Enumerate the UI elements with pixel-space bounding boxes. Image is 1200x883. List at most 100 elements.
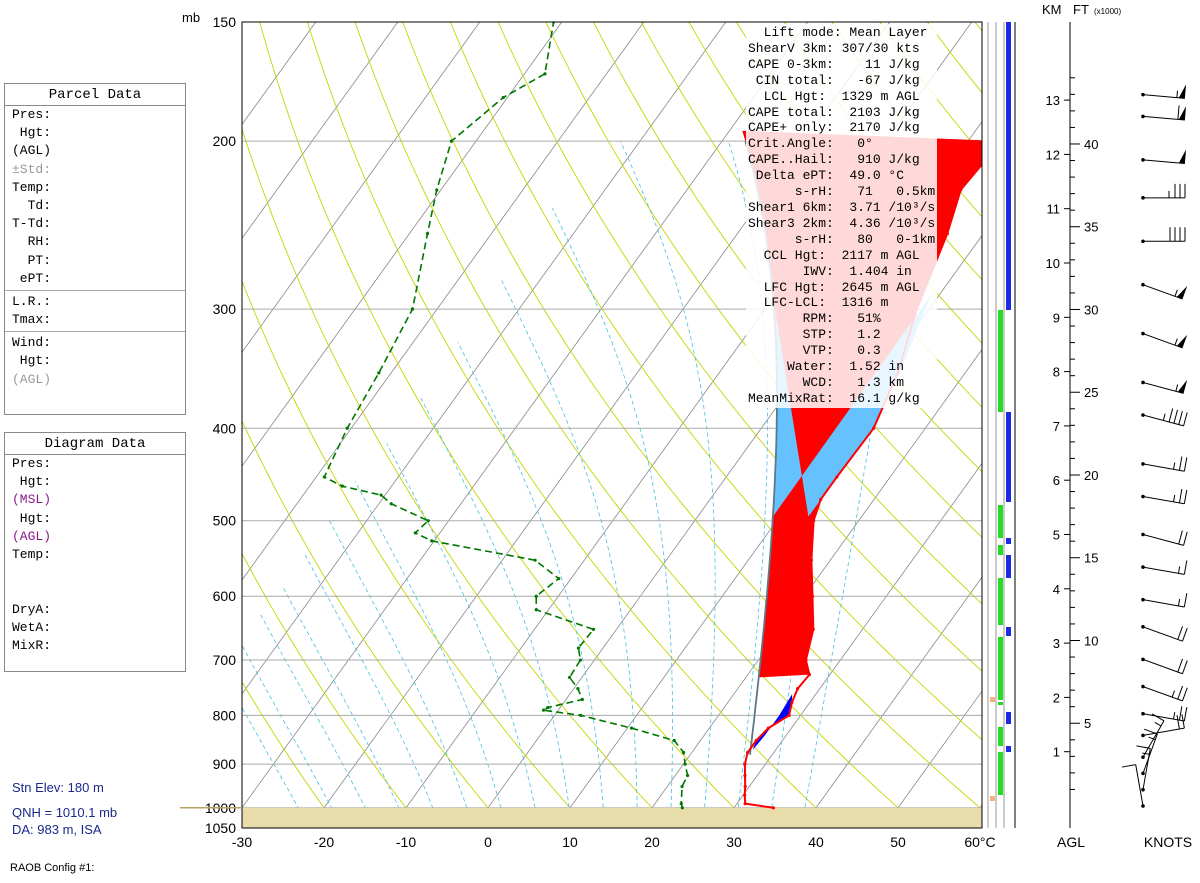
cin-area	[752, 694, 793, 751]
temperature-tick-label: 0	[484, 834, 492, 850]
ft-unit-label: (x1000)	[1094, 7, 1121, 16]
index-row: ShearV 3km: 307/30 kts	[748, 40, 920, 56]
index-row: Delta ePT: 49.0 °C	[748, 168, 905, 184]
panel-row: Tmax:	[12, 312, 52, 328]
moist-adiabat	[354, 481, 507, 828]
moist-adiabat	[303, 552, 441, 828]
temperature-point	[959, 188, 963, 192]
stability-indices: Lift mode: Mean Layer ShearV 3km: 307/30 …	[746, 24, 938, 408]
moist-adiabat	[259, 612, 376, 828]
ground-band	[242, 807, 982, 828]
strip-green-segment	[998, 310, 1003, 412]
wind-barb-halfflag	[1173, 462, 1176, 470]
strip-green-segment	[998, 505, 1003, 538]
temperature-point	[796, 687, 800, 691]
isotherm	[883, 690, 982, 828]
isotherm	[242, 22, 809, 809]
plot-frame	[241, 21, 983, 829]
temperature-tick-label: 10	[562, 834, 578, 850]
dewpoint-point	[340, 484, 344, 488]
wind-barb-shaft	[1142, 333, 1183, 349]
strip-blue-segment	[1006, 555, 1011, 578]
wind-barb-shaft	[1142, 94, 1185, 99]
panel-row: Hgt:	[12, 125, 52, 141]
index-row: CAPE..Hail: 910 J/kg	[748, 152, 920, 168]
wind-barb-flag	[1177, 685, 1184, 700]
temperature-point	[804, 658, 808, 662]
dewpoint-point	[377, 371, 381, 375]
wind-barb-flag	[1183, 489, 1188, 504]
panel-row: Temp:	[12, 546, 52, 562]
wind-barb-flag	[1181, 627, 1188, 642]
moist-adiabat	[620, 141, 716, 828]
dewpoint-point	[534, 594, 538, 598]
temperature-tick-label: -10	[396, 834, 416, 850]
isotherm	[965, 804, 982, 828]
wind-barb-flag	[1178, 456, 1183, 471]
wind-barb-shaft	[1142, 381, 1184, 394]
wind-barb-pennant	[1176, 285, 1188, 300]
temperature-point	[743, 762, 747, 766]
panel-row: T-Td:	[12, 216, 52, 232]
temperature-point	[983, 160, 986, 163]
index-row: RPM: 51%	[748, 311, 881, 327]
dewpoint-point	[425, 231, 430, 236]
divider	[5, 331, 185, 333]
temperature-point	[835, 475, 839, 479]
panel-row: (MSL)	[12, 492, 52, 508]
strip-marker	[990, 796, 995, 801]
index-row: Lift mode: Mean Layer	[748, 25, 928, 40]
wind-barb-halfflag	[1174, 289, 1178, 297]
panel-row: Pres:	[12, 456, 52, 471]
strip-blue-segment	[1006, 746, 1011, 752]
ft-tick-label: 40	[1084, 137, 1098, 152]
wind-barb-shaft	[1142, 720, 1165, 758]
dewpoint-point	[576, 687, 580, 691]
temperature-point	[787, 713, 791, 717]
dewpoint-point	[591, 627, 596, 631]
dewpoint-point	[557, 576, 561, 581]
index-row: s-rH: 80 0-1km	[748, 231, 936, 247]
wind-barb-flag	[1168, 408, 1174, 423]
pressure-tick-label: 700	[213, 652, 237, 668]
wind-barb-shaft	[1142, 566, 1185, 575]
temperature-point	[807, 672, 812, 677]
km-tick-label: 5	[1053, 528, 1060, 543]
wind-barb-pennant	[1177, 379, 1188, 394]
wind-barb-pennant	[1178, 149, 1187, 164]
wind-barb-halfflag	[1148, 736, 1156, 741]
wind-barb-halfflag	[1142, 752, 1150, 755]
moist-adiabat	[501, 280, 638, 828]
wind-barb-shaft	[1142, 686, 1183, 702]
dewpoint-point	[426, 519, 430, 523]
panel-row: Temp:	[12, 179, 52, 195]
wind-barb-shaft	[1142, 284, 1183, 300]
panel-row: L.R.:	[12, 293, 52, 309]
dewpoint-point	[685, 773, 690, 778]
km-tick-label: 8	[1053, 365, 1060, 380]
divider	[5, 289, 185, 291]
moist-adiabat	[281, 585, 409, 828]
km-tick-label: 9	[1053, 310, 1060, 325]
temperature-point	[790, 700, 794, 704]
ft-tick-label: 10	[1084, 633, 1098, 648]
moist-adiabat	[552, 207, 673, 828]
dewpoint-point	[629, 726, 634, 730]
upper-area	[1005, 22, 1056, 141]
diagram-data-panel: Diagram Data Pres: Hgt: (MSL) Hgt: (AGL) Te…	[4, 432, 186, 672]
index-row: Shear3 2km: 4.36 /10³/s	[748, 215, 936, 231]
wind-barb-flag	[1177, 658, 1184, 673]
wind-barb-shaft	[1142, 626, 1183, 642]
index-row: CAPE+ only: 2170 J/kg	[748, 120, 920, 136]
dewpoint-point	[413, 531, 417, 535]
isotherm	[242, 22, 399, 240]
wind-barb-flag	[1173, 409, 1179, 424]
temperature-point	[809, 558, 814, 562]
parcel-data-panel: Parcel Data Pres: Hgt: (AGL) ±Std: Temp: Td…	[4, 83, 186, 415]
wind-barb-flag	[1178, 530, 1183, 545]
dewpoint-point	[579, 713, 583, 717]
pressure-tick-label: 300	[213, 301, 237, 317]
km-tick-label: 4	[1053, 582, 1060, 597]
cape-band	[772, 295, 931, 517]
strip-blue-segment	[1006, 712, 1011, 724]
